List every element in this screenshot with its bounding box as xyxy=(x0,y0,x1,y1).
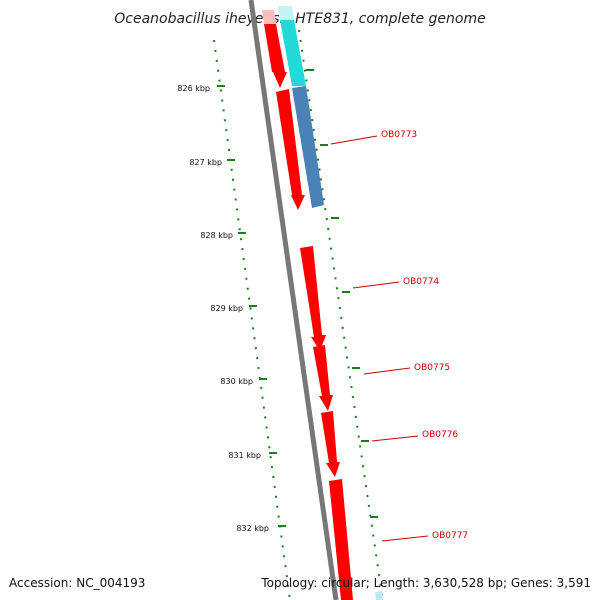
gene-arrow-ob0774[interactable] xyxy=(300,246,326,351)
separator: ; xyxy=(365,576,374,590)
leader-ob0776 xyxy=(371,435,419,442)
accession-value: NC_004193 xyxy=(76,576,146,590)
accession-info: Accession: NC_004193 xyxy=(9,576,145,590)
outer-tick-ring xyxy=(298,29,383,596)
tick-label-831: 831 kbp xyxy=(228,451,261,460)
tick-label-828: 828 kbp xyxy=(200,231,233,240)
topology-value: circular xyxy=(321,576,366,590)
tick-label-827: 827 kbp xyxy=(189,158,222,167)
gene-label-ob0773[interactable]: OB0773 xyxy=(381,130,417,140)
inner-dotted-ring xyxy=(213,39,291,600)
tick-label-826: 826 kbp xyxy=(177,84,210,93)
tick-label-830: 830 kbp xyxy=(220,377,253,386)
leader-ob0775 xyxy=(363,367,411,375)
gene-arrow-1[interactable] xyxy=(264,24,287,88)
gene-label-ob0777[interactable]: OB0777 xyxy=(432,531,468,541)
length-label: Length: xyxy=(373,576,420,590)
gene-labels: OB0773 OB0774 OB0775 OB0776 OB0777 xyxy=(381,130,468,541)
tick-label-829: 829 kbp xyxy=(210,304,243,313)
accession-label: Accession: xyxy=(9,576,73,590)
gene-arrow-faded-teal xyxy=(278,6,294,20)
genome-backbone xyxy=(248,0,339,600)
length-value: 3,630,528 bp xyxy=(422,576,503,590)
topology-label: Topology: xyxy=(261,576,318,590)
gene-arrow-ob0773[interactable] xyxy=(276,89,305,210)
gene-label-ob0774[interactable]: OB0774 xyxy=(403,277,439,287)
leader-ob0773 xyxy=(330,135,378,145)
gene-label-ob0775[interactable]: OB0775 xyxy=(414,363,450,373)
gene-arrow-faded-bottom xyxy=(375,591,383,600)
gene-arrow-ob0777[interactable] xyxy=(329,479,353,600)
gene-label-ob0776[interactable]: OB0776 xyxy=(422,430,458,440)
leader-ob0774 xyxy=(352,281,400,289)
gene-arrow-faded-top xyxy=(262,10,276,24)
gene-arrow-teal[interactable] xyxy=(280,20,306,86)
gene-label-leaders xyxy=(330,135,429,542)
map-title: Oceanobacillus iheyensis HTE831, complet… xyxy=(114,11,485,27)
gene-arrow-ob0775[interactable] xyxy=(313,345,333,411)
tick-labels: 826 kbp 827 kbp 828 kbp 829 kbp 830 kbp … xyxy=(177,84,269,533)
tick-label-832: 832 kbp xyxy=(236,524,269,533)
genes-value: 3,591 xyxy=(556,576,591,590)
forward-genes xyxy=(262,10,353,600)
genome-summary: Topology: circular; Length: 3,630,528 bp… xyxy=(261,576,591,590)
gene-arrow-blue[interactable] xyxy=(292,86,324,208)
reverse-genes xyxy=(278,6,383,600)
gene-arrow-ob0776[interactable] xyxy=(321,411,340,477)
inner-tick-ring xyxy=(213,39,291,600)
genes-label: Genes: xyxy=(510,576,553,590)
leader-ob0777 xyxy=(381,535,429,542)
separator: ; xyxy=(502,576,511,590)
